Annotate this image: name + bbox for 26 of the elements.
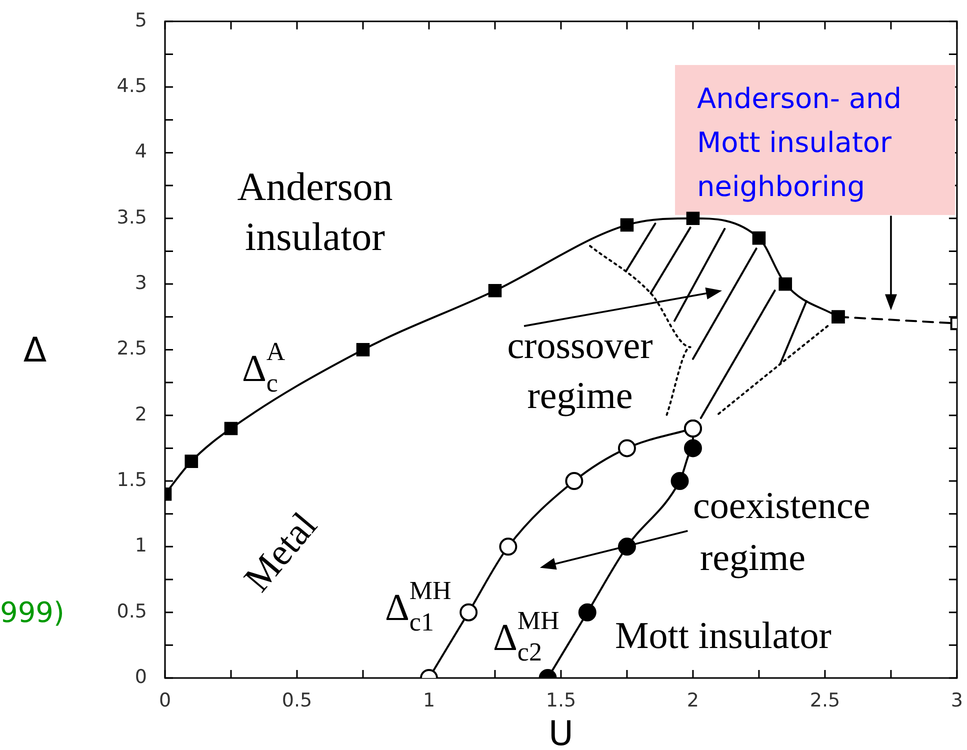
x-tick-label: 0.5	[282, 689, 312, 712]
y-tick-label: 5	[134, 9, 147, 32]
y-tick-label: 2	[134, 403, 147, 426]
annotation: crossover regime	[507, 325, 654, 417]
y-axis-title: Δ	[23, 330, 47, 371]
y-tick-label: 1.5	[116, 468, 147, 491]
x-tick-label: 1.5	[546, 689, 576, 712]
x-axis-title: U	[548, 714, 574, 750]
annotation: coexistence regime	[693, 485, 870, 579]
y-tick-label: 3	[134, 272, 147, 294]
y-tick-label: 4	[134, 140, 147, 163]
y-tick-label: 0	[134, 666, 147, 688]
y-tick-label: 3.5	[116, 206, 147, 228]
x-tick-label: 0	[158, 689, 172, 712]
y-tick-label: 4.5	[116, 74, 147, 97]
annotation: Mott insulator	[615, 615, 832, 657]
annotation: Anderson- and Mott insulator neighboring	[697, 82, 902, 203]
x-tick-label: 3	[950, 689, 964, 712]
y-tick-label: 1	[134, 534, 147, 557]
x-tick-label: 2	[686, 689, 700, 712]
text: 999)	[0, 596, 64, 629]
x-tick-label: 2.5	[810, 689, 840, 712]
y-tick-label: 2.5	[116, 338, 147, 360]
y-tick-label: 0.5	[116, 600, 147, 622]
annotation: Anderson insulator	[237, 164, 393, 259]
x-tick-label: 1	[422, 689, 436, 712]
